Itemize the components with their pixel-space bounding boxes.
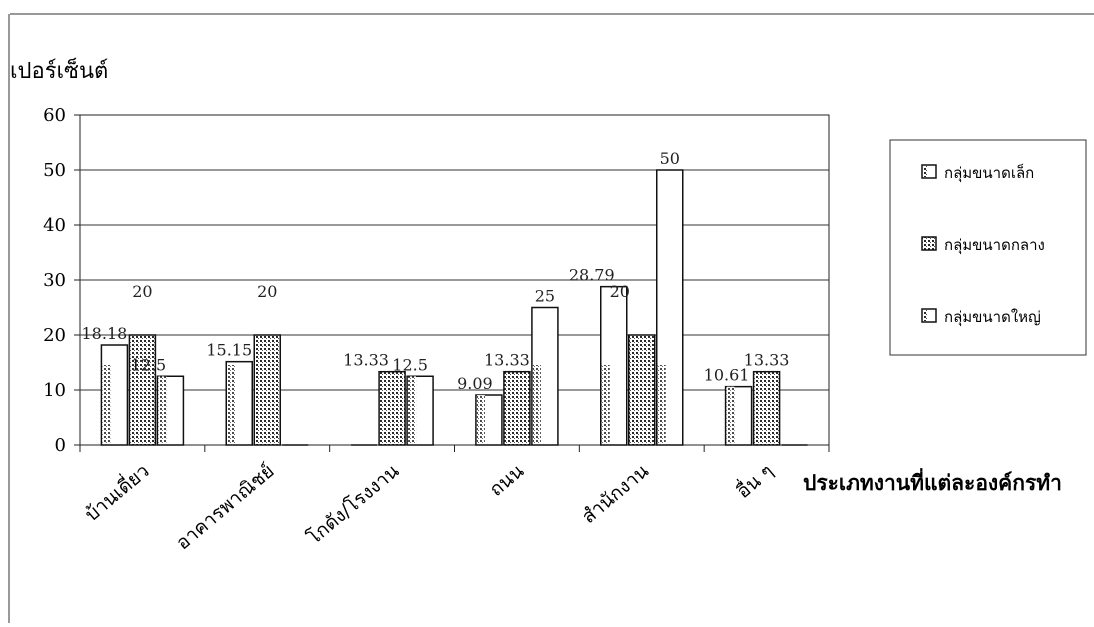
data-label: 15.15 — [206, 341, 252, 360]
data-label: 18.18 — [82, 324, 128, 343]
bar-shading — [726, 386, 735, 444]
x-tick-label: อื่น ๆ — [731, 458, 778, 503]
x-tick-label: สำนักงาน — [578, 460, 653, 528]
x-axis-title: ประเภทงานที่แต่ละองค์กรทำ — [803, 467, 1062, 495]
data-label: 13.33 — [343, 351, 389, 370]
y-tick-label: 40 — [43, 215, 66, 236]
y-tick-label: 20 — [43, 325, 66, 346]
bar-shading — [408, 376, 417, 444]
bar — [253, 334, 281, 446]
legend-swatch-shading — [923, 310, 928, 321]
data-label: 13.33 — [744, 351, 790, 370]
y-tick-label: 50 — [43, 160, 66, 181]
legend-swatch — [921, 236, 937, 251]
bar — [752, 370, 781, 446]
data-label: 20 — [257, 282, 277, 301]
legend-label: กลุ่มขนาดใหญ่ — [944, 308, 1041, 327]
data-label: 25 — [535, 287, 555, 306]
bar-shading — [476, 395, 485, 444]
x-tick-label: บ้านเดี่ยว — [79, 458, 154, 526]
bar-shading — [601, 365, 610, 444]
bar-shading — [158, 376, 167, 444]
legend-label: กลุ่มขนาดกลาง — [944, 236, 1045, 255]
y-tick-label: 60 — [43, 105, 66, 126]
bar — [628, 334, 656, 446]
data-label: 28.79 — [569, 266, 615, 285]
bar — [378, 370, 406, 446]
x-tick-label: โกดัง/โรงงาน — [302, 459, 403, 549]
x-tick-label: ถนน — [485, 460, 528, 501]
y-axis: 0 10 20 30 40 50 60 — [43, 105, 80, 456]
y-axis-title: เปอร์เซ็นต์ — [10, 56, 108, 84]
data-label: 20 — [132, 282, 152, 301]
x-axis: บ้านเดี่ยว อาคารพาณิชย์ โกดัง/โรงงาน ถนน สำน… — [79, 445, 830, 554]
bar-shading — [102, 365, 111, 444]
y-tick-label: 30 — [43, 270, 66, 291]
data-label: 10.61 — [704, 366, 750, 385]
bar-shading — [532, 365, 541, 444]
data-label: 13.33 — [484, 351, 530, 370]
bar-shading — [657, 365, 666, 444]
data-label: 12.5 — [392, 355, 428, 374]
y-tick-label: 0 — [55, 435, 66, 456]
gridlines — [80, 169, 829, 391]
data-label: 9.09 — [457, 374, 493, 393]
legend-label: กลุ่มขนาดเล็ก — [944, 163, 1034, 183]
y-tick-label: 10 — [43, 380, 66, 401]
bar-shading — [227, 365, 236, 444]
bar — [128, 334, 157, 446]
data-label: 50 — [660, 149, 680, 168]
legend-swatch-shading — [923, 166, 928, 177]
data-label: 12.5 — [131, 355, 167, 374]
bar — [503, 370, 531, 446]
data-label: 20 — [610, 282, 630, 301]
x-tick-label: อาคารพาณิชย์ — [172, 460, 278, 554]
